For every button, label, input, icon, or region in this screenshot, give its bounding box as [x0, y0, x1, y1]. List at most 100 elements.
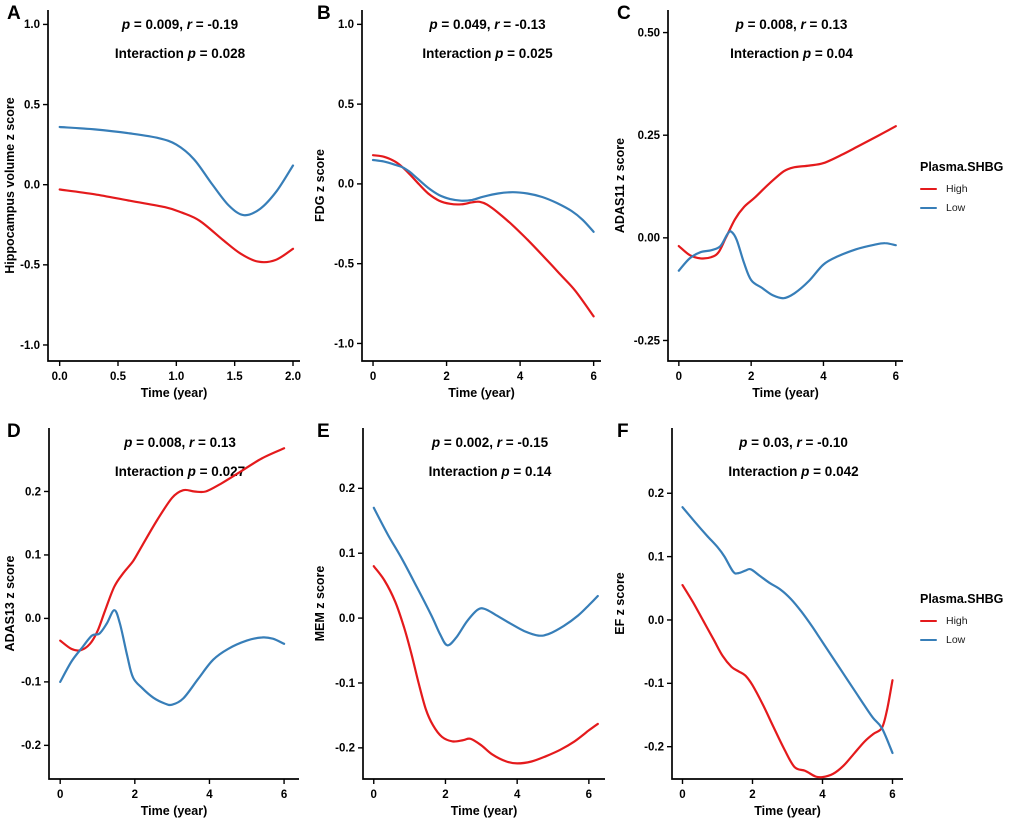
panel-stats-line2: Interaction p = 0.025 [422, 46, 553, 61]
axes-lines [667, 10, 903, 362]
x-axis-title: Time (year) [141, 804, 207, 818]
x-tick-label: 2 [749, 789, 755, 801]
panel-letter-c: C [617, 3, 631, 24]
legend-item-low: Low [920, 634, 1020, 646]
x-tick-label: 0 [679, 789, 685, 801]
y-axis-title: Hippocampus volume z score [3, 97, 17, 273]
panel-stats-line2: Interaction p = 0.14 [429, 464, 552, 479]
legend-label-low: Low [946, 634, 966, 646]
panel-d-chart: 0.2 0.1 0.0 -0.1 -0.2 0 2 4 6 Time (year) ADAS13 z… [3, 428, 299, 818]
legend-label-high: High [946, 183, 968, 195]
curve-low [371, 158, 595, 233]
y-axis-title: EF z score [613, 572, 627, 635]
x-tick-label: 0.0 [52, 371, 68, 383]
legend-key-line-high [920, 187, 937, 191]
panel-a-chart: 1.0 0.5 0.0 -0.5 -1.0 0.0 0.5 1.0 1.5 2.0 Time (ye… [3, 10, 301, 400]
x-tick-label: 2 [443, 371, 449, 383]
x-tick-label: 4 [819, 789, 826, 801]
legend-items: High Low [920, 615, 1020, 646]
legend-key-line-low [920, 638, 937, 642]
panel-letter-a: A [7, 3, 21, 24]
x-tick-label: 0 [370, 371, 376, 383]
y-tick-label: -0.2 [644, 741, 664, 753]
y-tick-label: 0.0 [339, 613, 355, 625]
x-tick-label: 2 [442, 789, 448, 801]
panel-stats-line2: Interaction p = 0.028 [115, 46, 246, 61]
x-tick-label: 1.0 [168, 371, 184, 383]
curve-low [59, 609, 286, 707]
axes-lines [47, 10, 300, 362]
y-tick-label: 0.1 [648, 551, 665, 563]
x-tick-label: 0.5 [110, 371, 127, 383]
legend-plasma-shbg-bottom: Plasma.SHBG High Low [920, 592, 1020, 646]
panel-letter-f: F [617, 421, 629, 442]
y-tick-label: -1.0 [20, 340, 40, 352]
curve-high [58, 188, 295, 264]
x-tick-label: 2 [748, 371, 754, 383]
panel-c-chart: 0.50 0.25 0.00 -0.25 0 2 4 6 Time (year) ADAS11 z… [613, 10, 903, 400]
panel-stats-line2: Interaction p = 0.04 [730, 46, 853, 61]
y-axis-title: FDG z score [313, 149, 327, 222]
y-tick-label: 0.00 [638, 233, 660, 245]
legend-title: Plasma.SHBG [920, 592, 1004, 606]
curve-high [677, 125, 897, 260]
panel-stats-line1: p = 0.049, r = -0.13 [428, 17, 546, 32]
curve-low [681, 506, 894, 755]
curve-low [372, 506, 599, 647]
y-tick-label: 0.2 [339, 483, 355, 495]
y-tick-label: -0.2 [335, 743, 355, 755]
panel-e-chart: 0.2 0.1 0.0 -0.1 -0.2 0 2 4 6 Time (year) MEM z sc… [313, 428, 605, 818]
x-tick-label: 4 [820, 371, 827, 383]
y-tick-label: 0.25 [638, 130, 661, 142]
axes-lines [48, 428, 299, 780]
panel-b-chart: 1.0 0.5 0.0 -0.5 -1.0 0 2 4 6 Time (year) FDG z sc… [313, 10, 601, 400]
x-tick-label: 2.0 [285, 371, 301, 383]
x-tick-label: 6 [586, 789, 592, 801]
legend-key-line-high [920, 619, 937, 623]
legend-title: Plasma.SHBG [920, 160, 1004, 174]
y-tick-label: -1.0 [334, 338, 354, 350]
x-tick-label: 2 [132, 789, 138, 801]
curve-high [681, 584, 894, 779]
panel-stats-line1: p = 0.009, r = -0.19 [121, 17, 238, 32]
x-tick-label: 6 [590, 371, 596, 383]
panel-letter-d: D [7, 421, 21, 442]
legend-item-high: High [920, 615, 1020, 627]
curve-high [59, 447, 286, 652]
panel-letter-e: E [317, 421, 330, 442]
panel-stats-line2: Interaction p = 0.027 [115, 464, 245, 479]
panel-stats-line2: Interaction p = 0.042 [728, 464, 858, 479]
x-axis-title: Time (year) [141, 386, 207, 400]
x-tick-label: 0 [371, 789, 377, 801]
x-axis-title: Time (year) [448, 386, 514, 400]
y-tick-label: -0.1 [21, 677, 41, 689]
panel-letter-b: B [317, 3, 331, 24]
y-tick-label: -0.5 [334, 258, 354, 270]
panel-stats-line1: p = 0.008, r = 0.13 [735, 17, 848, 32]
x-axis-title: Time (year) [451, 804, 517, 818]
panel-stats-line1: p = 0.008, r = 0.13 [123, 435, 236, 450]
y-tick-label: 0.2 [25, 486, 41, 498]
y-tick-label: -0.1 [644, 678, 664, 690]
x-axis-title: Time (year) [752, 386, 818, 400]
y-tick-label: 0.5 [338, 99, 355, 111]
x-tick-label: 4 [206, 789, 213, 801]
x-tick-label: 0 [57, 789, 63, 801]
curve-low [677, 230, 897, 300]
legend-key-line-low [920, 206, 937, 210]
y-tick-label: 0.1 [25, 550, 42, 562]
panel-stats-line1: p = 0.002, r = -0.15 [431, 435, 549, 450]
panel-f-chart: 0.2 0.1 0.0 -0.1 -0.2 0 2 4 6 Time (year) EF z sco… [613, 428, 903, 818]
legend-items: High Low [920, 183, 1020, 214]
legend-item-high: High [920, 183, 1020, 195]
y-tick-label: -0.25 [634, 335, 661, 347]
legend-label-high: High [946, 615, 968, 627]
axes-lines [362, 428, 605, 780]
x-tick-label: 6 [281, 789, 287, 801]
axes-lines [361, 10, 601, 362]
panel-stats-line1: p = 0.03, r = -0.10 [738, 435, 848, 450]
x-axis-title: Time (year) [754, 804, 820, 818]
y-tick-label: 0.0 [338, 179, 354, 191]
y-tick-label: -0.1 [335, 678, 355, 690]
